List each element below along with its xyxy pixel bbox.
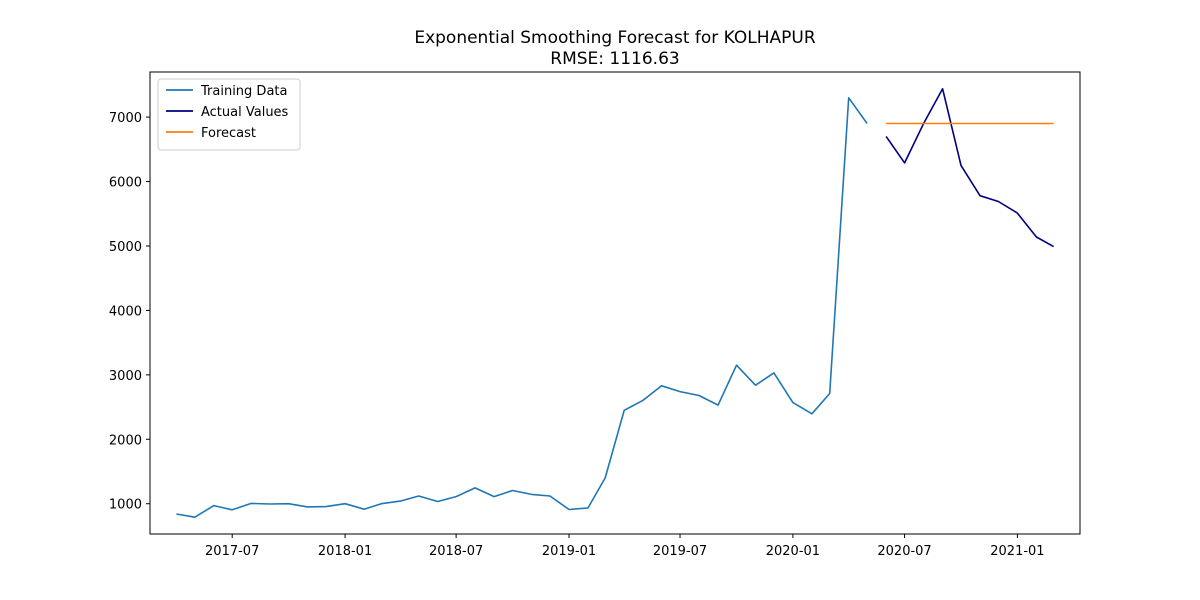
y-tick-label: 1000: [109, 498, 142, 513]
legend-label: Training Data: [200, 84, 287, 99]
chart-title: Exponential Smoothing Forecast for KOLHA…: [414, 28, 816, 48]
y-tick-label: 6000: [109, 176, 142, 191]
legend-label: Actual Values: [201, 105, 289, 120]
x-tick-label: 2017-07: [205, 544, 259, 559]
series-line-actual-values: [885, 88, 1054, 248]
x-tick-label: 2020-01: [766, 544, 820, 559]
y-tick-label: 2000: [109, 433, 142, 448]
x-tick-label: 2020-07: [877, 544, 931, 559]
series-layer: [176, 88, 1054, 519]
plot-frame: [149, 71, 1081, 535]
legend-box: [157, 78, 301, 151]
y-tick-label: 3000: [109, 369, 142, 384]
y-tick-label: 7000: [109, 111, 142, 126]
legend: Training Data Actual Values Forecast: [157, 78, 301, 151]
x-tick-label: 2019-07: [653, 544, 707, 559]
x-tick-label: 2018-01: [318, 544, 372, 559]
x-tick-label: 2019-01: [542, 544, 596, 559]
y-tick-label: 5000: [109, 240, 142, 255]
legend-label: Forecast: [201, 126, 256, 141]
x-tick-label: 2021-01: [990, 544, 1044, 559]
x-tick-label: 2018-07: [429, 544, 483, 559]
series-line-training-data: [176, 97, 868, 519]
y-tick-label: 4000: [109, 304, 142, 319]
axis-layer: 2017-07 2018-01 2018-07 2019-01 2019-07 2020-…: [109, 111, 1045, 559]
chart-subtitle: RMSE: 1116.63: [550, 49, 679, 69]
